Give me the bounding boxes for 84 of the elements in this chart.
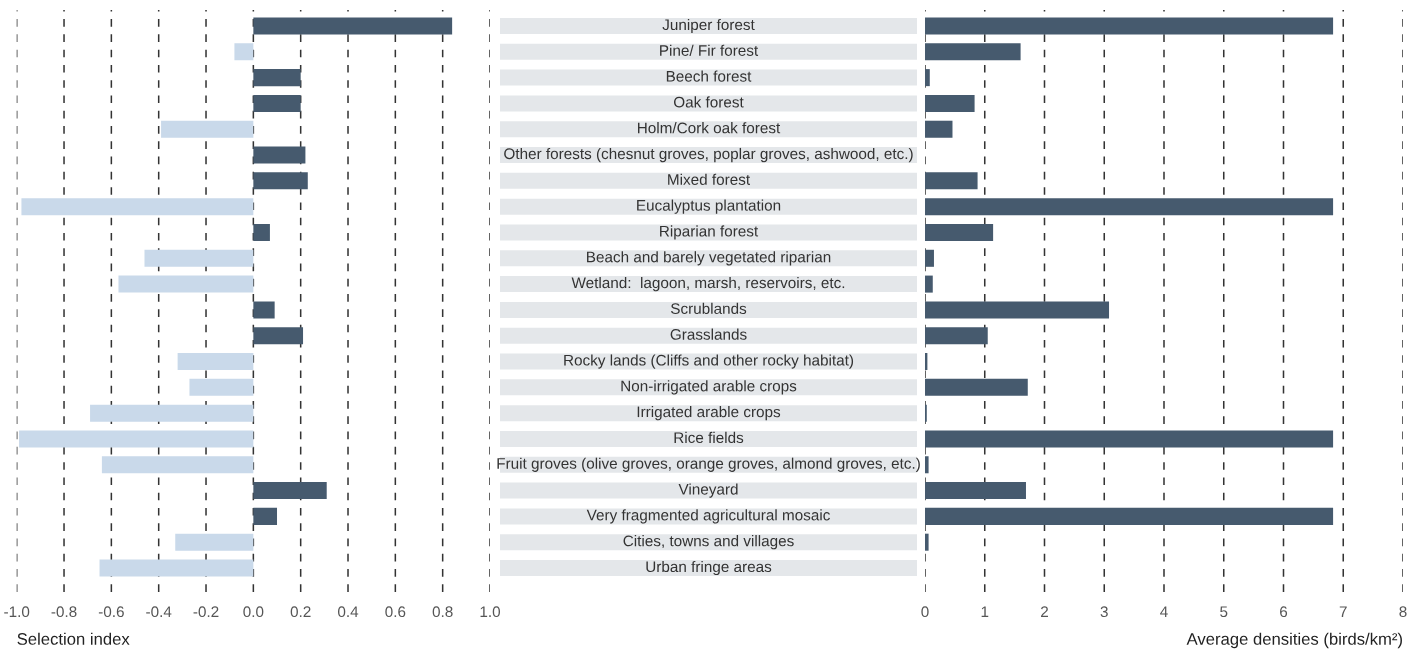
x-tick-label: 0.8 xyxy=(432,606,453,618)
bar xyxy=(253,69,301,87)
y-tick-label: Rocky lands (Cliffs and other rocky habitat) xyxy=(564,354,854,369)
bar xyxy=(925,43,1021,61)
y-tick-label: Grasslands xyxy=(670,328,747,340)
bar xyxy=(925,249,934,267)
bar xyxy=(925,533,929,551)
bar xyxy=(253,172,308,190)
y-tick-label: Mixed forest xyxy=(668,173,750,185)
y-tick-label: Oak forest xyxy=(673,96,744,108)
x-tick-label: 1.0 xyxy=(480,606,501,618)
x-tick-label: 5 xyxy=(1220,606,1228,618)
x-tick-label: 0.0 xyxy=(243,606,264,618)
bar xyxy=(144,249,254,267)
x-tick-label: -0.8 xyxy=(51,606,77,618)
y-tick-label: Fruit groves (olive groves, orange groves, almond groves, etc.) xyxy=(497,457,920,472)
x-tick-label: 0.6 xyxy=(385,606,406,618)
bar xyxy=(925,482,1026,500)
y-tick-label: Riparian forest xyxy=(660,225,759,240)
y-tick-label: Juniper forest xyxy=(662,18,755,34)
bar xyxy=(177,353,254,371)
y-tick-label: Rice fields xyxy=(674,431,744,444)
x-tick-label: 8 xyxy=(1399,606,1407,618)
bar xyxy=(253,482,327,500)
bar xyxy=(253,327,304,345)
y-tick-label: Urban fringe areas xyxy=(646,560,772,576)
bar xyxy=(189,378,254,396)
x-tick-label: 2 xyxy=(1041,606,1048,617)
y-tick-label: Scrublands xyxy=(670,302,747,315)
y-tick-label: Other forests (chesnut groves, poplar groves, ashwood, etc.) xyxy=(504,147,913,163)
x-tick-label: 0.4 xyxy=(337,606,359,618)
bar xyxy=(925,94,975,112)
x-axis-title: Selection index xyxy=(17,632,130,645)
y-tick-label: Holm/Cork oak forest xyxy=(638,122,781,134)
x-tick-label: 3 xyxy=(1100,606,1108,618)
x-tick-label: 0 xyxy=(921,606,929,618)
x-tick-label: -0.2 xyxy=(193,606,219,618)
bar xyxy=(925,275,933,293)
bar xyxy=(253,94,301,112)
y-tick-label: Wetland: lagoon, marsh, reservoirs, etc. xyxy=(571,276,845,292)
x-axis-title: Average densities (birds/km²) xyxy=(1186,632,1402,649)
bar xyxy=(161,120,254,138)
y-tick-label: Beach and barely vegetated riparian xyxy=(587,251,831,266)
bar xyxy=(118,275,254,293)
bar xyxy=(253,17,453,35)
bar xyxy=(21,198,254,216)
bar xyxy=(99,559,254,577)
bar xyxy=(925,507,1334,525)
bar xyxy=(175,533,254,551)
x-tick-label: 1 xyxy=(981,606,989,617)
x-tick-label: -0.6 xyxy=(98,606,124,618)
bar xyxy=(253,507,278,525)
bar xyxy=(19,430,254,448)
y-tick-label: Vineyard xyxy=(678,483,738,498)
y-tick-label: Irrigated arable crops xyxy=(637,406,781,421)
y-tick-label: Cities, towns and villages xyxy=(623,535,794,550)
bar xyxy=(925,120,953,138)
y-tick-label: Very fragmented agricultural mosaic xyxy=(586,509,830,524)
bar xyxy=(90,404,254,422)
bar xyxy=(234,43,254,61)
y-tick-label: Beech forest xyxy=(666,70,752,82)
bar xyxy=(925,378,1028,396)
bar xyxy=(925,17,1334,35)
x-tick-label: 7 xyxy=(1339,606,1347,617)
bar xyxy=(925,223,994,241)
x-tick-label: -1.0 xyxy=(4,606,30,618)
bar xyxy=(253,301,275,319)
bar xyxy=(925,456,929,474)
bar xyxy=(925,430,1334,448)
bar xyxy=(925,198,1334,216)
bar xyxy=(925,69,930,87)
bar xyxy=(925,172,978,190)
bar xyxy=(101,456,254,474)
x-tick-label: -0.4 xyxy=(146,606,172,618)
x-tick-label: 4 xyxy=(1160,606,1168,617)
bar xyxy=(925,327,988,345)
y-tick-label: Eucalyptus plantation xyxy=(637,199,781,214)
y-tick-label: Non-irrigated arable crops xyxy=(621,380,797,395)
bar xyxy=(253,146,306,164)
bar xyxy=(253,223,270,241)
x-tick-label: 6 xyxy=(1280,606,1288,618)
x-tick-label: 0.2 xyxy=(290,606,311,618)
y-tick-label: Pine/ Fir forest xyxy=(660,44,759,56)
bar xyxy=(925,301,1110,319)
